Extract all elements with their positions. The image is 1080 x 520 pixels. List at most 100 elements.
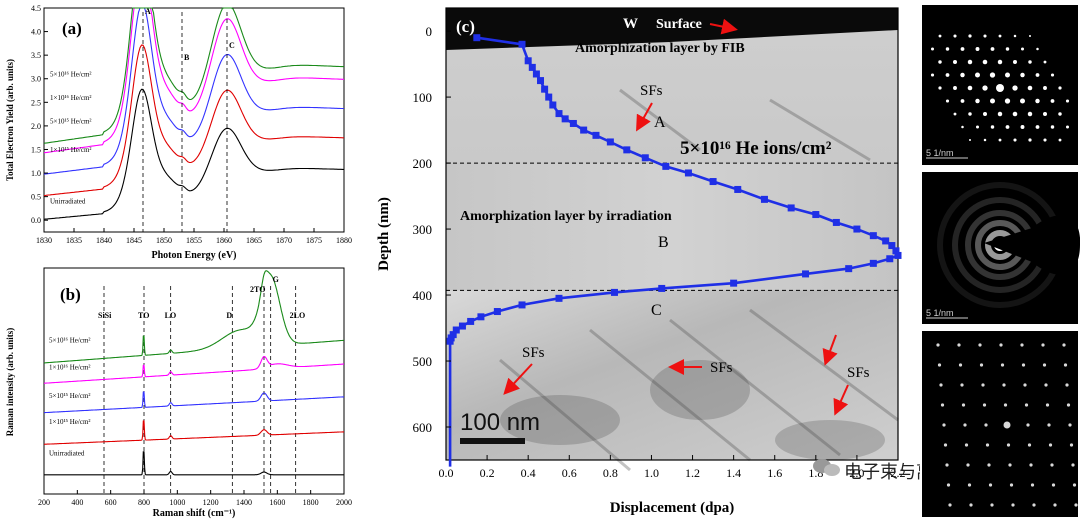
b-xtick-label-6: 1400: [236, 498, 252, 507]
diffraction-top-spot: [1028, 138, 1032, 142]
diffraction-top-spot: [1035, 125, 1040, 129]
panel-c: 0.0 0.2 0.4 0.6 0.8 1.0 1.2 1.4 1.6 1.8 2.0 2.2 0 100…: [370, 0, 920, 520]
b-series-4: [44, 270, 345, 364]
c-ytick-label-4: 400: [413, 288, 433, 303]
c-dpa-point-17: [662, 162, 670, 170]
diffraction-top-spot: [968, 138, 972, 142]
surface-label: Surface: [656, 17, 702, 32]
diffraction-top-spot: [960, 99, 965, 103]
diffraction-top-spot: [952, 59, 958, 65]
diffraction-bottom-spot: [1066, 403, 1071, 407]
a-xtick-label-0: 1830: [36, 236, 52, 245]
b-mode-label-5: G: [273, 275, 279, 284]
diffraction-bottom-spot: [1069, 443, 1074, 447]
tem-image: [446, 8, 899, 472]
c-dpa-point-9: [555, 110, 563, 118]
diffraction-bottom-spot: [1032, 503, 1036, 507]
diffraction-top-spot: [938, 86, 942, 90]
diffraction-bottom-spot: [1053, 503, 1057, 507]
c-xtick-label-5: 1.0: [644, 466, 659, 480]
diffraction-top-spot: [968, 34, 972, 38]
c-dpa-point-20: [734, 185, 742, 193]
c-dpa-point-15: [623, 146, 631, 154]
diffraction-bottom-spot: [981, 383, 985, 387]
diffraction-bottom-spot: [969, 503, 973, 507]
sfs-arrow-1: [636, 102, 653, 132]
diffraction-bottom-spot: [957, 343, 961, 347]
diffraction-top-spot: [967, 85, 973, 91]
diffraction-top-spot: [975, 125, 980, 129]
region-b-label: B: [658, 234, 669, 251]
diffraction-top-spot: [974, 72, 981, 78]
b-xtick-label-3: 800: [138, 498, 150, 507]
diffraction-top-spot: [938, 60, 942, 64]
diffraction-top-spot: [1012, 111, 1018, 117]
c-dpa-point-39: [518, 301, 526, 309]
a-xtick-label-8: 1870: [276, 236, 292, 245]
diffraction-bottom-spot: [985, 443, 990, 447]
c-dpa-point-12: [580, 126, 588, 134]
panel-c-label: (c): [456, 17, 475, 36]
a-ytick-label-0: 0.0: [31, 216, 41, 225]
c-ytick-label-2: 200: [413, 156, 433, 171]
a-xtick-label-6: 1860: [216, 236, 232, 245]
c-dpa-point-40: [493, 308, 501, 316]
sfs-arrow-4: [822, 334, 838, 366]
c-dpa-point-26: [869, 232, 877, 240]
c-dpa-point-24: [832, 218, 840, 226]
b-curve-label-1: 1×10¹⁶ He/cm²: [49, 364, 91, 372]
diffraction-top-spot: [990, 125, 995, 129]
diffraction-top-spot: [1035, 73, 1040, 77]
diffraction-top-spot: [1042, 111, 1048, 117]
a-xtick-label-5: 1855: [186, 236, 202, 245]
diffraction-top-spot: [930, 47, 935, 51]
diffraction-top-spot: [998, 138, 1002, 142]
c-dpa-point-21: [760, 195, 768, 203]
diffraction-bottom-spot: [1003, 421, 1011, 429]
diffraction-bottom-spot: [1068, 423, 1072, 427]
c-dpa-point-1: [518, 40, 526, 48]
b-xtick-label-2: 600: [105, 498, 117, 507]
panel-b-label: (b): [60, 285, 81, 304]
diffraction-top-spot: [997, 111, 1003, 117]
diffraction-top-spot: [1013, 34, 1017, 38]
c-xtick-label-1: 0.2: [480, 466, 495, 480]
b-mode-label-0: SiSi: [98, 311, 112, 320]
b-mode-label-1: TO: [138, 311, 149, 320]
panel-a-xlabel: Photon Energy (eV): [152, 250, 237, 261]
diffraction-bottom-spot: [979, 363, 984, 367]
a-ytick-label-8: 4.0: [31, 28, 41, 37]
diffraction-bottom-spot: [1029, 463, 1033, 467]
c-dpa-point-30: [894, 251, 902, 259]
diffraction-top-spot: [1043, 60, 1047, 64]
b-curve-label-2: 5×10¹⁵ He/cm²: [49, 392, 91, 400]
a-ytick-label-3: 1.5: [31, 145, 41, 154]
diffraction-top-spot: [953, 86, 957, 90]
b-xtick-label-9: 2000: [336, 498, 352, 507]
w-label: W: [623, 16, 638, 32]
b-xtick-label-8: 1800: [303, 498, 319, 507]
diffraction-bottom-spot: [958, 363, 963, 367]
diffraction-top-spot: [961, 125, 964, 129]
diffraction-top-spot: [1028, 60, 1032, 64]
c-dpa-point-44: [452, 326, 460, 334]
c-dpa-point-47: [446, 337, 454, 345]
a-xtick-label-3: 1845: [126, 236, 142, 245]
diffraction-bottom-spot: [1063, 363, 1068, 367]
a-xtick-label-4: 1850: [156, 236, 172, 245]
a-peak-label-2: C: [229, 41, 235, 50]
a-xtick-label-10: 1880: [336, 236, 352, 245]
diffraction-top-spot: [1012, 59, 1018, 65]
c-dpa-point-16: [641, 154, 649, 162]
diffraction-top-spot: [1050, 125, 1055, 129]
diffraction-top-spot: [998, 34, 1002, 38]
a-ytick-label-4: 2.0: [31, 122, 41, 131]
a-peak-label-0: A: [145, 7, 151, 16]
fluence-label: 5×10¹⁶ He ions/cm²: [680, 138, 832, 159]
b-xtick-label-1: 400: [71, 498, 83, 507]
diffraction-top-spot: [1065, 99, 1070, 103]
diffraction-bottom-spot: [1047, 423, 1051, 427]
c-dpa-point-22: [787, 204, 795, 212]
diffraction-top-spot: [975, 98, 980, 104]
diffraction-top-spot: [1005, 125, 1010, 129]
